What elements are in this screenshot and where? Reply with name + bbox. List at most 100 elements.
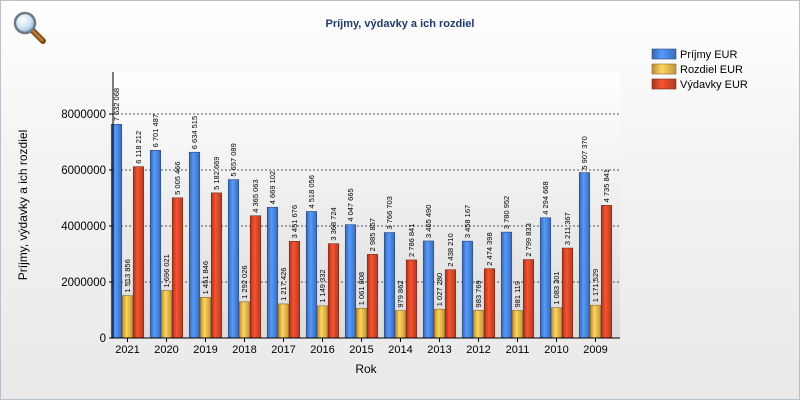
bar-rozdiel-2015 bbox=[355, 307, 368, 339]
zoom-button[interactable] bbox=[12, 10, 48, 46]
bar-rozdiel-2013 bbox=[433, 308, 446, 339]
legend-swatch-rozdiel bbox=[651, 63, 677, 75]
bar-rozdiel-2021 bbox=[121, 295, 134, 339]
data-label-rozdiel-2012: 983 769 bbox=[474, 280, 483, 307]
bars bbox=[110, 124, 613, 339]
legend: Príjmy EUR Rozdiel EUR Výdavky EUR bbox=[651, 48, 748, 91]
y-tick-label: 8000000 bbox=[61, 109, 106, 121]
data-label-prijmy-2020: 6 701 487 bbox=[151, 114, 160, 147]
x-tick-label: 2018 bbox=[232, 344, 256, 356]
x-tick-label: 2011 bbox=[506, 344, 530, 356]
data-label-vydavky-2009: 4 735 841 bbox=[602, 169, 611, 202]
data-label-prijmy-2011: 3 780 952 bbox=[502, 196, 511, 229]
chart-title: Príjmy, výdavky a ich rozdiel bbox=[326, 18, 475, 30]
x-tick-label: 2015 bbox=[349, 344, 373, 356]
bar-vydavky-2012 bbox=[483, 268, 496, 339]
bar-prijmy-2015 bbox=[344, 224, 357, 339]
bar-rozdiel-2019 bbox=[199, 297, 212, 339]
data-label-rozdiel-2016: 1 149 332 bbox=[318, 269, 327, 302]
legend-label-vydavky: Výdavky EUR bbox=[680, 79, 748, 91]
data-label-prijmy-2017: 4 669 102 bbox=[268, 171, 277, 204]
axes: 0 2000000 4000000 6000000 8000000 2021 2020 201… bbox=[61, 72, 620, 356]
bar-vydavky-2019 bbox=[210, 192, 223, 339]
x-tick-label: 2016 bbox=[310, 344, 334, 356]
bar-rozdiel-2018 bbox=[238, 301, 251, 339]
bar-prijmy-2018 bbox=[227, 179, 240, 339]
bar-prijmy-2012 bbox=[461, 240, 474, 339]
data-label-rozdiel-2020: 1 696 021 bbox=[162, 254, 171, 287]
bar-prijmy-2010 bbox=[539, 217, 552, 339]
x-tick-label: 2017 bbox=[271, 344, 295, 356]
x-tick-label: 2019 bbox=[193, 344, 217, 356]
data-label-vydavky-2019: 5 182 669 bbox=[212, 157, 221, 190]
data-label-prijmy-2015: 4 047 665 bbox=[346, 188, 355, 221]
bar-vydavky-2015 bbox=[366, 254, 379, 339]
data-label-prijmy-2013: 3 465 490 bbox=[424, 205, 433, 238]
data-labels: 7 632 068 1 513 856 6 118 212 6 701 487 1 69… bbox=[112, 88, 611, 308]
data-label-prijmy-2014: 3 766 703 bbox=[385, 196, 394, 229]
legend-swatch-prijmy bbox=[651, 48, 677, 60]
bar-rozdiel-2016 bbox=[316, 305, 329, 339]
data-label-rozdiel-2018: 1 292 026 bbox=[240, 265, 249, 298]
x-tick-label: 2013 bbox=[427, 344, 451, 356]
bar-rozdiel-2012 bbox=[472, 310, 485, 339]
y-tick-label: 6000000 bbox=[61, 165, 106, 177]
y-tick-label: 2000000 bbox=[61, 277, 106, 289]
data-label-prijmy-2010: 4 294 668 bbox=[541, 181, 550, 214]
data-label-vydavky-2017: 3 451 676 bbox=[290, 205, 299, 238]
data-label-prijmy-2018: 5 657 089 bbox=[229, 143, 238, 176]
bar-vydavky-2013 bbox=[444, 269, 457, 339]
x-tick-label: 2021 bbox=[115, 344, 139, 356]
y-tick-label: 0 bbox=[100, 333, 106, 345]
bar-rozdiel-2011 bbox=[511, 310, 524, 339]
data-label-rozdiel-2010: 1 083 301 bbox=[552, 271, 561, 304]
data-label-rozdiel-2017: 1 217 426 bbox=[279, 268, 288, 301]
data-label-rozdiel-2013: 1 027 280 bbox=[435, 273, 444, 306]
bar-prijmy-2016 bbox=[305, 211, 318, 339]
bar-vydavky-2017 bbox=[288, 241, 301, 339]
data-label-rozdiel-2021: 1 513 856 bbox=[123, 259, 132, 292]
data-label-rozdiel-2015: 1 061 808 bbox=[357, 272, 366, 305]
x-axis-label: Rok bbox=[355, 362, 377, 376]
data-label-prijmy-2012: 3 458 167 bbox=[463, 205, 472, 238]
bar-vydavky-2010 bbox=[561, 247, 574, 339]
bar-rozdiel-2010 bbox=[550, 307, 563, 339]
data-label-prijmy-2016: 4 518 056 bbox=[307, 175, 316, 208]
bar-vydavky-2011 bbox=[522, 259, 535, 339]
data-label-vydavky-2010: 3 211 367 bbox=[563, 212, 572, 245]
bar-rozdiel-2014 bbox=[394, 310, 407, 339]
x-tick-label: 2014 bbox=[388, 344, 412, 356]
bar-prijmy-2014 bbox=[383, 232, 396, 339]
bar-rozdiel-2017 bbox=[277, 303, 290, 339]
bar-rozdiel-2020 bbox=[160, 290, 173, 339]
bar-vydavky-2018 bbox=[249, 215, 262, 339]
data-label-vydavky-2021: 6 118 212 bbox=[134, 131, 143, 164]
data-label-prijmy-2009: 5 907 370 bbox=[580, 136, 589, 169]
bar-vydavky-2009 bbox=[600, 205, 613, 339]
bar-prijmy-2009 bbox=[578, 172, 591, 339]
data-label-vydavky-2012: 2 474 398 bbox=[485, 232, 494, 265]
legend-swatch-vydavky bbox=[651, 78, 677, 90]
data-label-vydavky-2014: 2 786 841 bbox=[407, 224, 416, 257]
bar-prijmy-2020 bbox=[149, 150, 162, 339]
x-tick-label: 2012 bbox=[466, 344, 490, 356]
data-label-vydavky-2015: 2 985 857 bbox=[368, 218, 377, 251]
data-label-rozdiel-2014: 979 862 bbox=[396, 280, 405, 307]
bar-prijmy-2019 bbox=[188, 151, 201, 339]
data-label-vydavky-2016: 3 368 724 bbox=[329, 207, 338, 240]
bar-prijmy-2017 bbox=[266, 206, 279, 339]
magnifier-icon bbox=[13, 11, 46, 44]
legend-label-rozdiel: Rozdiel EUR bbox=[680, 64, 743, 76]
bar-prijmy-2013 bbox=[422, 240, 435, 339]
x-tick-label: 2020 bbox=[154, 344, 178, 356]
data-label-prijmy-2019: 6 634 515 bbox=[190, 116, 199, 149]
data-label-rozdiel-2019: 1 451 846 bbox=[201, 261, 210, 294]
x-tick-label: 2010 bbox=[544, 344, 568, 356]
y-axis-label: Príjmy, výdavky a ich rozdiel bbox=[16, 130, 30, 281]
bar-vydavky-2014 bbox=[405, 259, 418, 339]
bar-vydavky-2016 bbox=[327, 243, 340, 339]
bar-vydavky-2021 bbox=[132, 166, 145, 339]
data-label-vydavky-2013: 2 438 210 bbox=[446, 233, 455, 266]
data-label-rozdiel-2011: 981 119 bbox=[513, 281, 522, 308]
